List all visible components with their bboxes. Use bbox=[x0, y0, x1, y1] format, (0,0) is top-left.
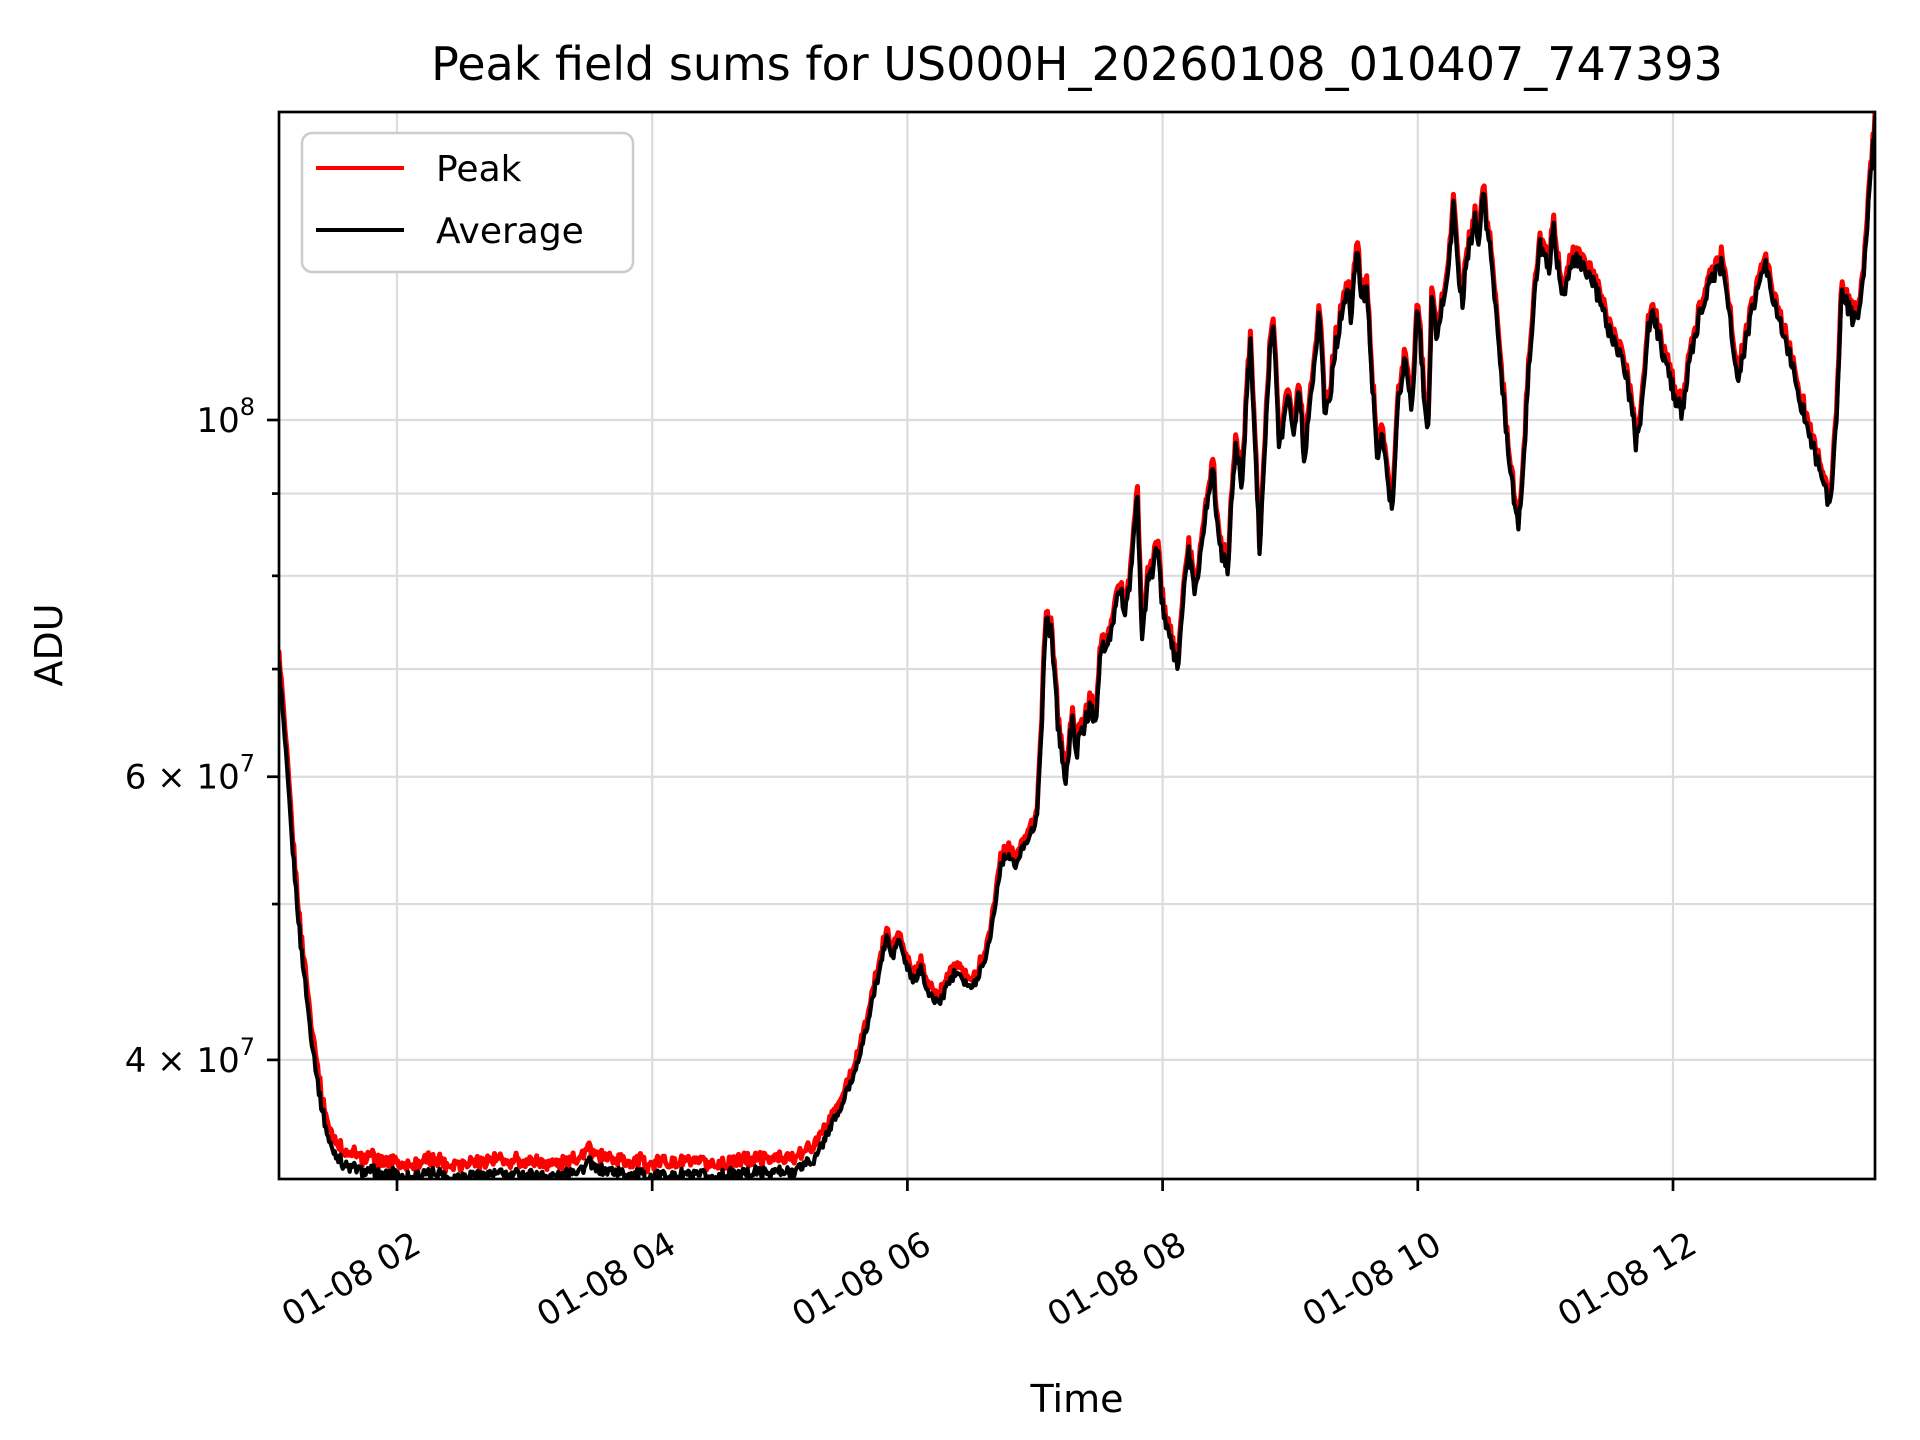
x-tick-label: 01-08 02 bbox=[275, 1224, 427, 1335]
x-tick-label: 01-08 04 bbox=[530, 1224, 682, 1335]
x-tick-labels: 01-08 02 01-08 04 01-08 06 01-08 08 01-08 10… bbox=[275, 1224, 1703, 1335]
x-tick-label: 01-08 08 bbox=[1041, 1224, 1193, 1335]
gridlines bbox=[279, 112, 1875, 1179]
axes-frame bbox=[277, 110, 1877, 1181]
legend: Peak Average bbox=[300, 131, 635, 274]
chart-title: Peak field sums for US000H_20260108_0104… bbox=[431, 37, 1723, 91]
y-axis-label: ADU bbox=[27, 603, 71, 686]
x-tick-label: 01-08 12 bbox=[1551, 1224, 1703, 1335]
y-tick-label: 6 × 107 bbox=[125, 750, 255, 798]
average-series-line bbox=[279, 114, 1875, 1179]
x-axis-label: Time bbox=[1030, 1377, 1124, 1421]
legend-average-label: Average bbox=[436, 211, 584, 252]
x-tick-label: 01-08 10 bbox=[1296, 1224, 1448, 1335]
legend-peak-label: Peak bbox=[436, 149, 522, 190]
x-tick-label: 01-08 06 bbox=[786, 1224, 938, 1335]
axis-ticks bbox=[267, 418, 1675, 1191]
y-tick-label: 4 × 107 bbox=[125, 1033, 255, 1081]
y-tick-labels: 4 × 107 6 × 107 108 bbox=[125, 393, 255, 1081]
y-tick-label: 108 bbox=[196, 393, 255, 441]
